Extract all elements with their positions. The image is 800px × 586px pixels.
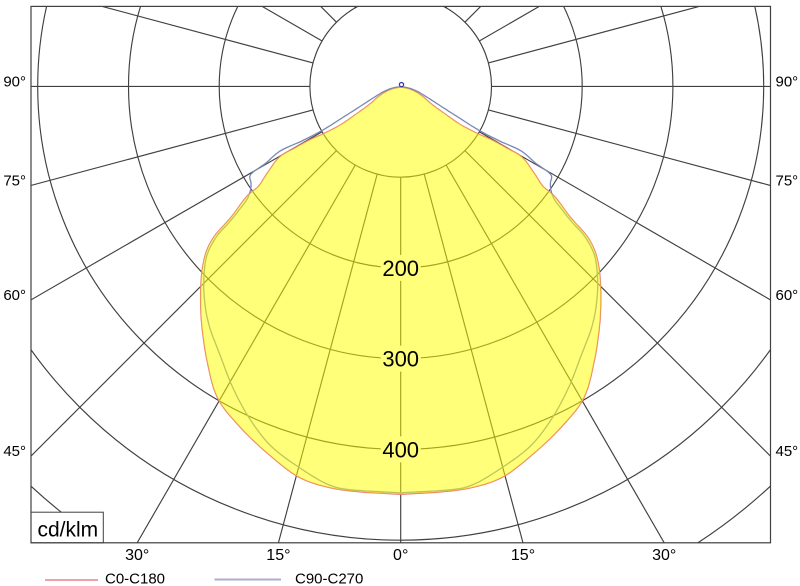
svg-text:90°: 90°: [3, 73, 26, 90]
svg-text:C0-C180: C0-C180: [105, 571, 165, 586]
svg-text:C90-C270: C90-C270: [295, 571, 363, 586]
svg-text:30°: 30°: [652, 547, 676, 564]
svg-text:60°: 60°: [3, 287, 26, 304]
svg-text:90°: 90°: [776, 73, 799, 90]
svg-text:400: 400: [382, 437, 419, 462]
svg-text:0°: 0°: [393, 547, 408, 564]
svg-text:15°: 15°: [266, 547, 290, 564]
svg-text:75°: 75°: [776, 173, 799, 190]
svg-text:300: 300: [382, 347, 419, 372]
svg-text:45°: 45°: [3, 443, 26, 460]
svg-text:15°: 15°: [511, 547, 535, 564]
svg-text:cd/klm: cd/klm: [38, 519, 99, 542]
svg-text:75°: 75°: [3, 173, 26, 190]
svg-text:200: 200: [382, 256, 419, 281]
svg-text:30°: 30°: [125, 547, 149, 564]
svg-text:45°: 45°: [776, 443, 799, 460]
svg-text:60°: 60°: [776, 287, 799, 304]
